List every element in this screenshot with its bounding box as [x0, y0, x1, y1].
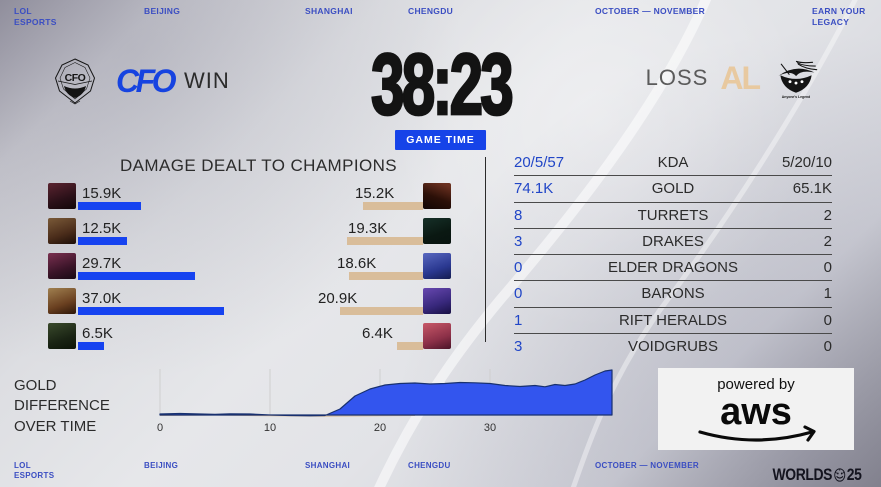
svg-text:Anyone's Legend: Anyone's Legend: [782, 95, 811, 99]
svg-text:20: 20: [374, 422, 386, 434]
svg-text:30: 30: [484, 422, 496, 434]
svg-text:CFO: CFO: [65, 72, 86, 84]
svg-text:10: 10: [264, 422, 276, 434]
svg-text:0: 0: [157, 422, 163, 434]
svg-text:aws: aws: [720, 391, 792, 433]
